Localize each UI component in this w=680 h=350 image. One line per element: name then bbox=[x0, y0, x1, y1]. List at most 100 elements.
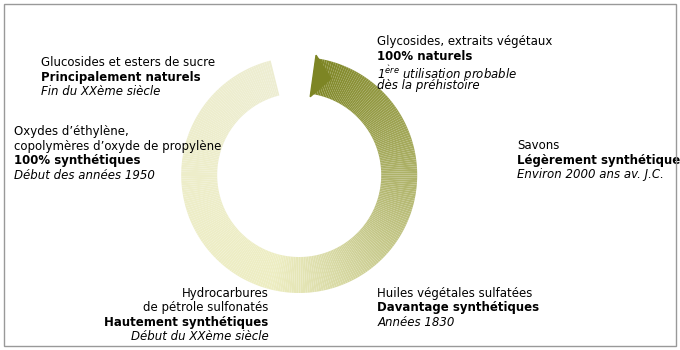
Wedge shape bbox=[358, 92, 384, 118]
Wedge shape bbox=[307, 257, 312, 293]
Wedge shape bbox=[341, 244, 362, 276]
Wedge shape bbox=[378, 144, 413, 155]
Wedge shape bbox=[277, 256, 286, 292]
Wedge shape bbox=[379, 150, 415, 159]
Wedge shape bbox=[317, 60, 327, 95]
Wedge shape bbox=[357, 232, 384, 259]
Wedge shape bbox=[320, 61, 332, 96]
Wedge shape bbox=[199, 110, 231, 132]
Wedge shape bbox=[381, 175, 418, 178]
Wedge shape bbox=[260, 63, 273, 98]
Wedge shape bbox=[182, 155, 218, 163]
Wedge shape bbox=[354, 87, 379, 115]
Wedge shape bbox=[320, 254, 330, 289]
Text: Davantage synthétiques: Davantage synthétiques bbox=[377, 301, 539, 315]
Wedge shape bbox=[202, 221, 233, 244]
Wedge shape bbox=[345, 77, 367, 108]
Text: Oxydes d’éthylène,: Oxydes d’éthylène, bbox=[14, 125, 129, 138]
Wedge shape bbox=[215, 91, 242, 118]
Wedge shape bbox=[375, 128, 409, 144]
Wedge shape bbox=[260, 252, 273, 287]
Wedge shape bbox=[348, 240, 372, 270]
Wedge shape bbox=[182, 162, 218, 168]
Wedge shape bbox=[198, 217, 230, 238]
Wedge shape bbox=[196, 215, 228, 234]
Wedge shape bbox=[181, 172, 217, 174]
Wedge shape bbox=[362, 99, 391, 123]
Wedge shape bbox=[235, 244, 256, 275]
Wedge shape bbox=[187, 135, 222, 149]
Wedge shape bbox=[311, 58, 318, 94]
Wedge shape bbox=[205, 103, 235, 126]
Wedge shape bbox=[189, 204, 223, 219]
Text: Années 1830: Années 1830 bbox=[377, 316, 455, 329]
Wedge shape bbox=[318, 254, 328, 290]
Wedge shape bbox=[380, 187, 416, 194]
Wedge shape bbox=[371, 118, 403, 136]
Wedge shape bbox=[376, 202, 411, 216]
Wedge shape bbox=[264, 253, 276, 288]
Wedge shape bbox=[379, 148, 415, 158]
Wedge shape bbox=[360, 97, 389, 122]
Wedge shape bbox=[302, 257, 305, 293]
Wedge shape bbox=[222, 84, 247, 113]
Wedge shape bbox=[378, 141, 413, 153]
Wedge shape bbox=[192, 125, 225, 141]
Wedge shape bbox=[292, 257, 295, 293]
Wedge shape bbox=[333, 249, 350, 282]
Wedge shape bbox=[336, 247, 354, 280]
Wedge shape bbox=[377, 199, 412, 212]
Wedge shape bbox=[364, 102, 394, 126]
Wedge shape bbox=[255, 65, 270, 99]
Wedge shape bbox=[183, 189, 219, 197]
Text: Hautement synthétiques: Hautement synthétiques bbox=[104, 316, 269, 329]
Wedge shape bbox=[312, 58, 320, 94]
Wedge shape bbox=[381, 182, 417, 187]
Text: 100% naturels: 100% naturels bbox=[377, 49, 473, 63]
Wedge shape bbox=[182, 182, 218, 188]
Wedge shape bbox=[190, 206, 224, 222]
Wedge shape bbox=[318, 60, 329, 96]
Text: Glycosides, extraits végétaux: Glycosides, extraits végétaux bbox=[377, 35, 553, 48]
Wedge shape bbox=[313, 256, 322, 291]
Wedge shape bbox=[381, 164, 417, 169]
Wedge shape bbox=[374, 207, 408, 223]
Wedge shape bbox=[227, 240, 250, 270]
Wedge shape bbox=[296, 257, 299, 293]
Wedge shape bbox=[249, 249, 266, 283]
Text: Hydrocarbures: Hydrocarbures bbox=[182, 287, 269, 300]
Wedge shape bbox=[258, 252, 272, 286]
Wedge shape bbox=[251, 250, 267, 284]
Wedge shape bbox=[367, 219, 398, 241]
Wedge shape bbox=[264, 62, 276, 97]
Wedge shape bbox=[316, 255, 326, 290]
Wedge shape bbox=[185, 144, 220, 155]
Wedge shape bbox=[266, 61, 278, 96]
Wedge shape bbox=[381, 180, 417, 185]
Wedge shape bbox=[220, 86, 245, 114]
Wedge shape bbox=[186, 140, 221, 152]
Wedge shape bbox=[352, 237, 377, 265]
Wedge shape bbox=[381, 169, 417, 172]
Wedge shape bbox=[313, 59, 322, 94]
Wedge shape bbox=[325, 63, 338, 98]
Wedge shape bbox=[211, 94, 239, 120]
Text: Glucosides et esters de sucre: Glucosides et esters de sucre bbox=[41, 56, 215, 69]
Wedge shape bbox=[182, 169, 218, 173]
Wedge shape bbox=[239, 245, 258, 278]
Wedge shape bbox=[212, 230, 239, 256]
Wedge shape bbox=[229, 241, 252, 271]
Text: Légèrement synthétiques: Légèrement synthétiques bbox=[517, 154, 680, 167]
Wedge shape bbox=[360, 95, 388, 121]
Wedge shape bbox=[203, 105, 233, 127]
Wedge shape bbox=[340, 245, 360, 277]
Wedge shape bbox=[194, 213, 227, 232]
Wedge shape bbox=[231, 242, 253, 273]
Wedge shape bbox=[243, 247, 261, 280]
Wedge shape bbox=[321, 254, 333, 289]
Wedge shape bbox=[256, 251, 270, 285]
Wedge shape bbox=[354, 236, 379, 264]
Wedge shape bbox=[241, 246, 260, 279]
Wedge shape bbox=[271, 254, 281, 290]
Wedge shape bbox=[370, 216, 402, 235]
